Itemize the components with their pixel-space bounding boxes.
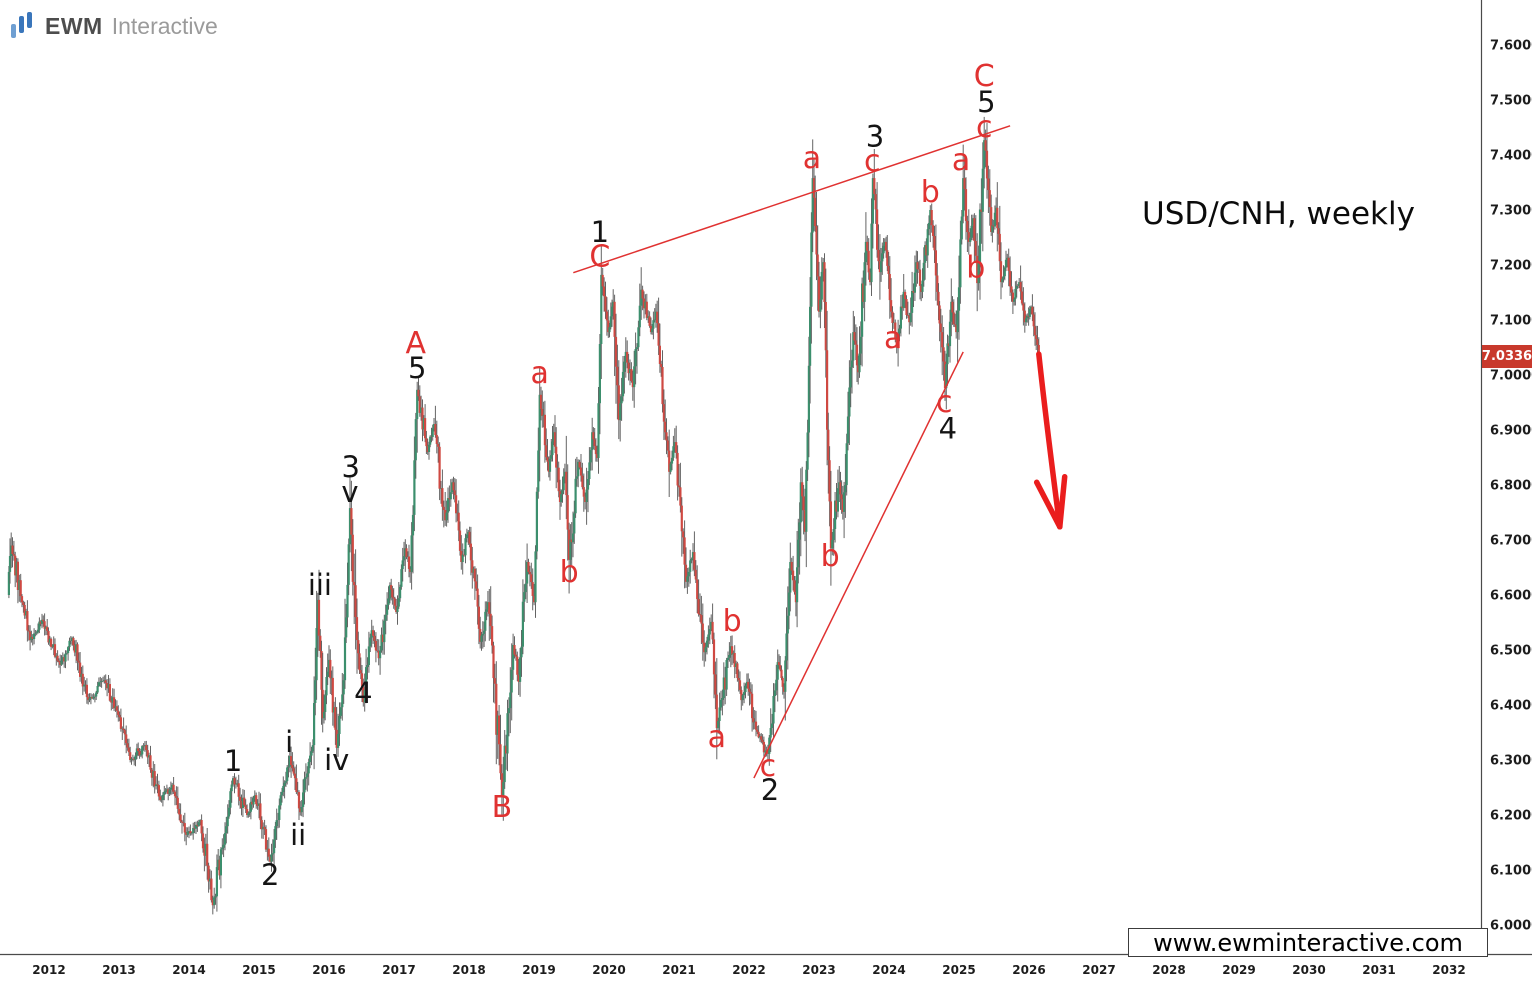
- x-tick-label: 2027: [1082, 963, 1115, 977]
- y-tick-label: 6.9000: [1490, 424, 1532, 439]
- x-tick-label: 2012: [32, 963, 65, 977]
- trendline: [753, 351, 964, 779]
- x-tick-label: 2022: [732, 963, 765, 977]
- x-tick-label: 2019: [522, 963, 555, 977]
- wave-label-black: 3: [866, 119, 884, 153]
- wave-label-black: 5: [408, 351, 426, 385]
- wave-label-black: v: [341, 475, 358, 509]
- x-tick-label: 2026: [1012, 963, 1045, 977]
- x-tick-label: 2021: [662, 963, 695, 977]
- wave-label-red: c: [864, 144, 881, 179]
- x-tick-label: 2028: [1152, 963, 1185, 977]
- trendline: [573, 125, 1011, 274]
- wave-label-black: i: [285, 725, 293, 759]
- wave-label-black: 2: [761, 773, 779, 807]
- wave-label-red: c: [760, 749, 777, 784]
- y-tick-label: 6.8000: [1490, 479, 1532, 494]
- x-axis-labels: 2012 2013 2014 2015 2016 2017 2018 2019 2020 2021…: [32, 963, 1465, 977]
- y-tick-label: 7.3000: [1490, 204, 1532, 219]
- wave-label-black: 4: [354, 676, 372, 710]
- wave-label-red: B: [492, 790, 513, 825]
- wave-label-red: C: [974, 59, 995, 94]
- x-tick-label: 2013: [102, 963, 135, 977]
- wave-label-red: b: [560, 555, 579, 590]
- down-arrow: [1033, 351, 1068, 530]
- x-tick-label: 2032: [1432, 963, 1465, 977]
- wave-label-black: ii: [290, 818, 306, 852]
- y-tick-label: 6.7000: [1490, 534, 1532, 549]
- x-tick-label: 2014: [172, 963, 205, 977]
- x-tick-label: 2030: [1292, 963, 1325, 977]
- wave-label-black: 4: [939, 411, 957, 445]
- symbol-timeframe-label: USD/CNH, weekly: [1142, 196, 1415, 232]
- wave-label-red: a: [708, 720, 726, 755]
- wave-label-red: C: [589, 240, 610, 275]
- x-tick-label: 2020: [592, 963, 625, 977]
- y-tick-label: 7.6000: [1490, 39, 1532, 54]
- brand-name-bold: EWM: [45, 12, 103, 39]
- wave-label-red: b: [966, 251, 985, 286]
- wave-label-red: A: [406, 326, 427, 361]
- last-price-badge: 7.0336: [1482, 345, 1532, 368]
- wave-label-red: a: [884, 321, 902, 356]
- wave-label-black: 1: [224, 744, 242, 778]
- x-tick-label: 2025: [942, 963, 975, 977]
- y-tick-label: 6.5000: [1490, 644, 1532, 659]
- trendlines: [573, 125, 1011, 779]
- brand-bars-icon: [11, 12, 32, 38]
- wave-label-red: c: [976, 110, 993, 145]
- wave-label-red: b: [921, 175, 940, 210]
- y-tick-label: 6.3000: [1490, 754, 1532, 769]
- wave-label-red: b: [821, 539, 840, 574]
- y-axis-labels: 7.6000 7.5000 7.4000 7.3000 7.2000 7.1000 7.00…: [1490, 39, 1532, 934]
- wave-label-black: 5: [977, 85, 995, 119]
- x-tick-label: 2023: [802, 963, 835, 977]
- wave-label-red: a: [952, 143, 970, 178]
- y-tick-label: 6.0000: [1490, 919, 1532, 934]
- y-tick-label: 6.6000: [1490, 589, 1532, 604]
- y-tick-label: 7.5000: [1490, 94, 1532, 109]
- y-tick-label: 7.1000: [1490, 314, 1532, 329]
- wave-label-red: b: [723, 604, 742, 639]
- y-tick-label: 6.1000: [1490, 864, 1532, 879]
- wave-label-black: iii: [308, 568, 332, 602]
- wave-label-red: a: [531, 356, 549, 391]
- brand-name-light: Interactive: [111, 12, 218, 39]
- x-tick-label: 2029: [1222, 963, 1255, 977]
- x-tick-label: 2031: [1362, 963, 1395, 977]
- candles: [7, 116, 1040, 915]
- wave-label-red: c: [936, 385, 953, 420]
- y-tick-label: 7.0000: [1490, 369, 1532, 384]
- x-tick-label: 2015: [242, 963, 275, 977]
- wave-label-black: 2: [261, 858, 279, 892]
- wave-label-black: iv: [324, 743, 349, 777]
- wave-label-black: 3: [341, 450, 359, 484]
- wave-label-red: a: [803, 141, 821, 176]
- x-tick-label: 2016: [312, 963, 345, 977]
- watermark-url: www.ewminteractive.com: [1128, 928, 1488, 957]
- y-tick-label: 6.2000: [1490, 809, 1532, 824]
- y-tick-label: 7.4000: [1490, 149, 1532, 164]
- y-tick-label: 7.2000: [1490, 259, 1532, 274]
- x-tick-label: 2024: [872, 963, 905, 977]
- brand-logo: EWM Interactive: [10, 11, 218, 41]
- x-tick-label: 2017: [382, 963, 415, 977]
- y-tick-label: 6.4000: [1490, 699, 1532, 714]
- x-tick-label: 2018: [452, 963, 485, 977]
- wave-label-black: 1: [591, 215, 609, 249]
